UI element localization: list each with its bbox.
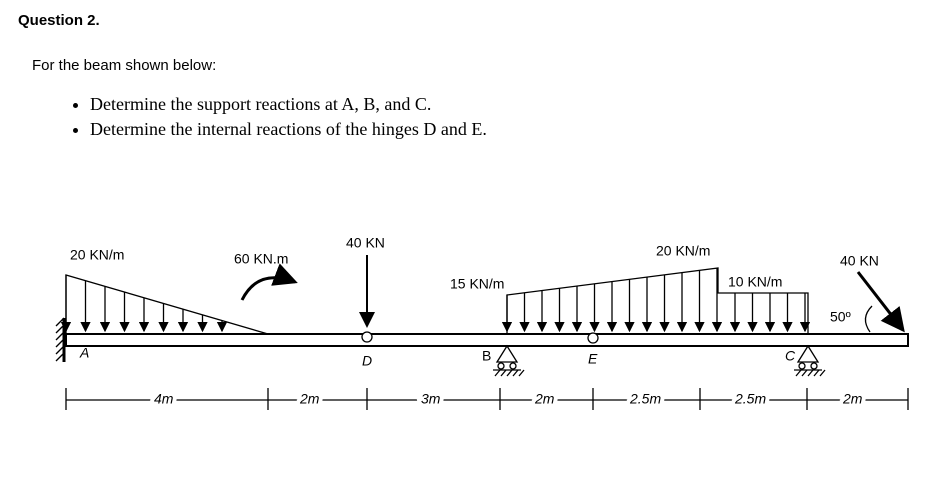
dimension-label: 2m bbox=[299, 391, 320, 407]
load-label: 40 KN bbox=[840, 253, 879, 269]
shape bbox=[55, 324, 65, 334]
load-label: 60 KN.m bbox=[234, 251, 288, 267]
dimension-label: 3m bbox=[421, 391, 441, 407]
shape bbox=[795, 369, 802, 377]
load-label: 20 KN/m bbox=[656, 243, 710, 259]
dimension-label: 2.5m bbox=[734, 391, 766, 407]
question-title: Question 2. bbox=[18, 12, 100, 29]
dimension-label: 2m bbox=[842, 391, 863, 407]
point-label: E bbox=[588, 351, 598, 367]
task: Determine the support reactions at A, B,… bbox=[90, 92, 487, 117]
shape bbox=[807, 369, 814, 377]
load-label: 10 KN/m bbox=[728, 274, 782, 290]
point-label: A bbox=[79, 345, 89, 361]
point-label: C bbox=[785, 348, 796, 364]
shape bbox=[55, 331, 65, 341]
shape bbox=[55, 338, 65, 348]
load-label: 40 KN bbox=[346, 235, 385, 251]
shape bbox=[819, 369, 826, 377]
shape bbox=[506, 369, 513, 377]
drawing bbox=[55, 255, 909, 410]
shape bbox=[512, 369, 519, 377]
task-list: Determine the support reactions at A, B,… bbox=[42, 92, 487, 142]
shape bbox=[518, 369, 525, 377]
shape bbox=[55, 345, 65, 355]
shape bbox=[55, 317, 65, 327]
angle-label: 50º bbox=[830, 309, 851, 325]
point-label: B bbox=[482, 348, 491, 364]
shape bbox=[801, 369, 808, 377]
shape bbox=[55, 352, 65, 362]
dimension-label: 2.5m bbox=[629, 391, 661, 407]
task: Determine the internal reactions of the … bbox=[90, 117, 487, 142]
load-label: 20 KN/m bbox=[70, 247, 124, 263]
load-label: 15 KN/m bbox=[450, 276, 504, 292]
shape bbox=[500, 369, 507, 377]
dimension-label: 2m bbox=[534, 391, 555, 407]
shape bbox=[813, 369, 820, 377]
dimension-label: 4m bbox=[154, 391, 174, 407]
shape bbox=[494, 369, 501, 377]
intro: For the beam shown below: bbox=[32, 57, 217, 74]
point-label: D bbox=[362, 353, 372, 369]
